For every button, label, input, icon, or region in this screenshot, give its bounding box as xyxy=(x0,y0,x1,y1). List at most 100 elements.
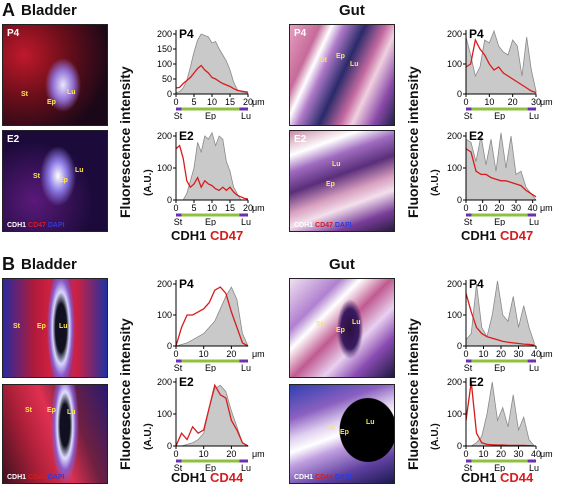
micrograph-b-bladder-p4: St Ep Lu xyxy=(2,278,108,378)
x-tick-label: 10 xyxy=(207,97,217,107)
x-tick-label: 15 xyxy=(225,97,235,107)
micro-tag-st: St xyxy=(320,57,327,64)
micro-tag-lu: Lu xyxy=(67,409,76,416)
series-line-cd44 xyxy=(175,286,249,347)
panel-letter-b: B xyxy=(2,254,15,274)
micro-tag-ep: Ep xyxy=(326,181,335,188)
x-unit-label: μm xyxy=(252,97,265,107)
micro-tag-lu: Lu xyxy=(366,419,375,426)
micrograph-a-bladder-e2: E2 St Ep Lu CDH1 CD47 DAPI xyxy=(2,130,108,232)
x-tick-label: 20 xyxy=(243,97,253,107)
series-area-cdh1 xyxy=(465,132,537,201)
series-area-cdh1 xyxy=(465,280,535,347)
region-label-lu: Lu xyxy=(241,463,251,472)
x-tick-label: 5 xyxy=(191,97,196,107)
x-tick-label: 10 xyxy=(478,349,488,359)
region-label-ep: Ep xyxy=(205,217,216,226)
chart-b-bladder-p4: 0 100 200 0 10 20 μm P4 St Ep Lu xyxy=(157,277,265,372)
region-label-st: St xyxy=(174,463,183,472)
y-tick-label: 0 xyxy=(457,195,462,205)
region-label-lu: Lu xyxy=(241,363,251,372)
y-axis-unit-a-gut: (A.U.) xyxy=(430,169,441,196)
micro-tag-lu: Lu xyxy=(350,61,359,68)
region-label-st: St xyxy=(464,463,473,472)
chart-title: E2 xyxy=(469,129,484,143)
x-tick-label: 5 xyxy=(191,203,196,213)
x-unit-label: μm xyxy=(252,349,265,359)
y-tick-label: 100 xyxy=(157,163,172,173)
micro-tag-ep: Ep xyxy=(47,99,56,106)
series-line-cd47 xyxy=(465,148,537,198)
region-label-st: St xyxy=(174,217,183,226)
x-tick-label: 0 xyxy=(173,203,178,213)
region-label-lu: Lu xyxy=(529,363,539,372)
y-tick-label: 200 xyxy=(157,29,172,39)
y-axis-label-a-bladder: Fluorescence intensity xyxy=(117,66,133,218)
x-tick-label: 30 xyxy=(511,203,521,213)
x-unit-label: μm xyxy=(252,203,265,213)
micro-tag-ep: Ep xyxy=(37,323,46,330)
micro-tag-ep: Ep xyxy=(59,177,68,184)
chart-title: P4 xyxy=(469,277,484,291)
region-label-lu: Lu xyxy=(241,217,251,226)
x-tick-label: 0 xyxy=(173,449,178,459)
y-tick-label: 0 xyxy=(167,195,172,205)
micro-tag-st: St xyxy=(13,323,20,330)
x-tick-label: 40 xyxy=(531,349,541,359)
y-tick-label: 0 xyxy=(167,341,172,351)
x-tick-label: 10 xyxy=(207,203,217,213)
x-tick-label: 0 xyxy=(463,203,468,213)
y-tick-label: 100 xyxy=(447,59,462,69)
section-title-bladder-a: Bladder xyxy=(21,2,77,19)
section-title-bladder-b: Bladder xyxy=(21,256,77,273)
stain-legend: CDH1 CD44 DAPI xyxy=(7,474,65,481)
micro-tag-st: St xyxy=(328,425,335,432)
y-tick-label: 100 xyxy=(157,310,172,320)
x-tick-label: 0 xyxy=(173,97,178,107)
y-tick-label: 200 xyxy=(447,279,462,289)
micro-tag-lu: Lu xyxy=(75,167,84,174)
x-tick-label: 20 xyxy=(496,449,506,459)
x-tick-label: 0 xyxy=(463,449,468,459)
micrograph-a-bladder-p4: P4 St Ep Lu xyxy=(2,24,108,126)
micro-tag-ep: Ep xyxy=(340,429,349,436)
x-unit-label: μm xyxy=(540,349,553,359)
stain-legend: CDH1 CD47 DAPI xyxy=(294,222,352,229)
region-label-st: St xyxy=(464,363,473,372)
chart-title: E2 xyxy=(179,129,194,143)
series-area-cdh1 xyxy=(175,286,249,347)
x-tick-label: 10 xyxy=(484,97,494,107)
region-label-lu: Lu xyxy=(241,111,251,120)
series-area-cdh1 xyxy=(465,29,537,95)
y-tick-label: 100 xyxy=(447,310,462,320)
y-tick-label: 100 xyxy=(157,59,172,69)
chart-title: P4 xyxy=(469,27,484,41)
series-area-cdh1 xyxy=(175,33,249,95)
micro-tag-lu: Lu xyxy=(332,161,341,168)
y-tick-label: 100 xyxy=(447,409,462,419)
x-tick-label: 20 xyxy=(243,203,253,213)
micro-label-e2: E2 xyxy=(294,134,307,145)
micro-tag-st: St xyxy=(25,407,32,414)
series-line-cd47 xyxy=(465,38,537,94)
y-tick-label: 200 xyxy=(447,131,462,141)
micrograph-a-gut-p4: P4 St Ep Lu xyxy=(289,24,395,126)
micro-tag-st: St xyxy=(316,321,323,328)
region-label-ep: Ep xyxy=(494,363,505,372)
chart-title: P4 xyxy=(179,277,194,291)
x-tick-label: 10 xyxy=(199,449,209,459)
micro-tag-lu: Lu xyxy=(67,89,76,96)
y-tick-label: 200 xyxy=(447,29,462,39)
region-label-st: St xyxy=(464,217,473,226)
panel-letter-a: A xyxy=(2,0,15,20)
section-title-gut-b: Gut xyxy=(329,256,355,273)
x-unit-label: μm xyxy=(540,97,553,107)
y-axis-label-a-gut: Fluorescence intensity xyxy=(405,66,421,218)
x-tick-label: 0 xyxy=(173,349,178,359)
series-line-cd47 xyxy=(175,144,249,200)
y-tick-label: 0 xyxy=(457,341,462,351)
micro-tag-st: St xyxy=(21,91,28,98)
x-tick-label: 40 xyxy=(531,449,541,459)
